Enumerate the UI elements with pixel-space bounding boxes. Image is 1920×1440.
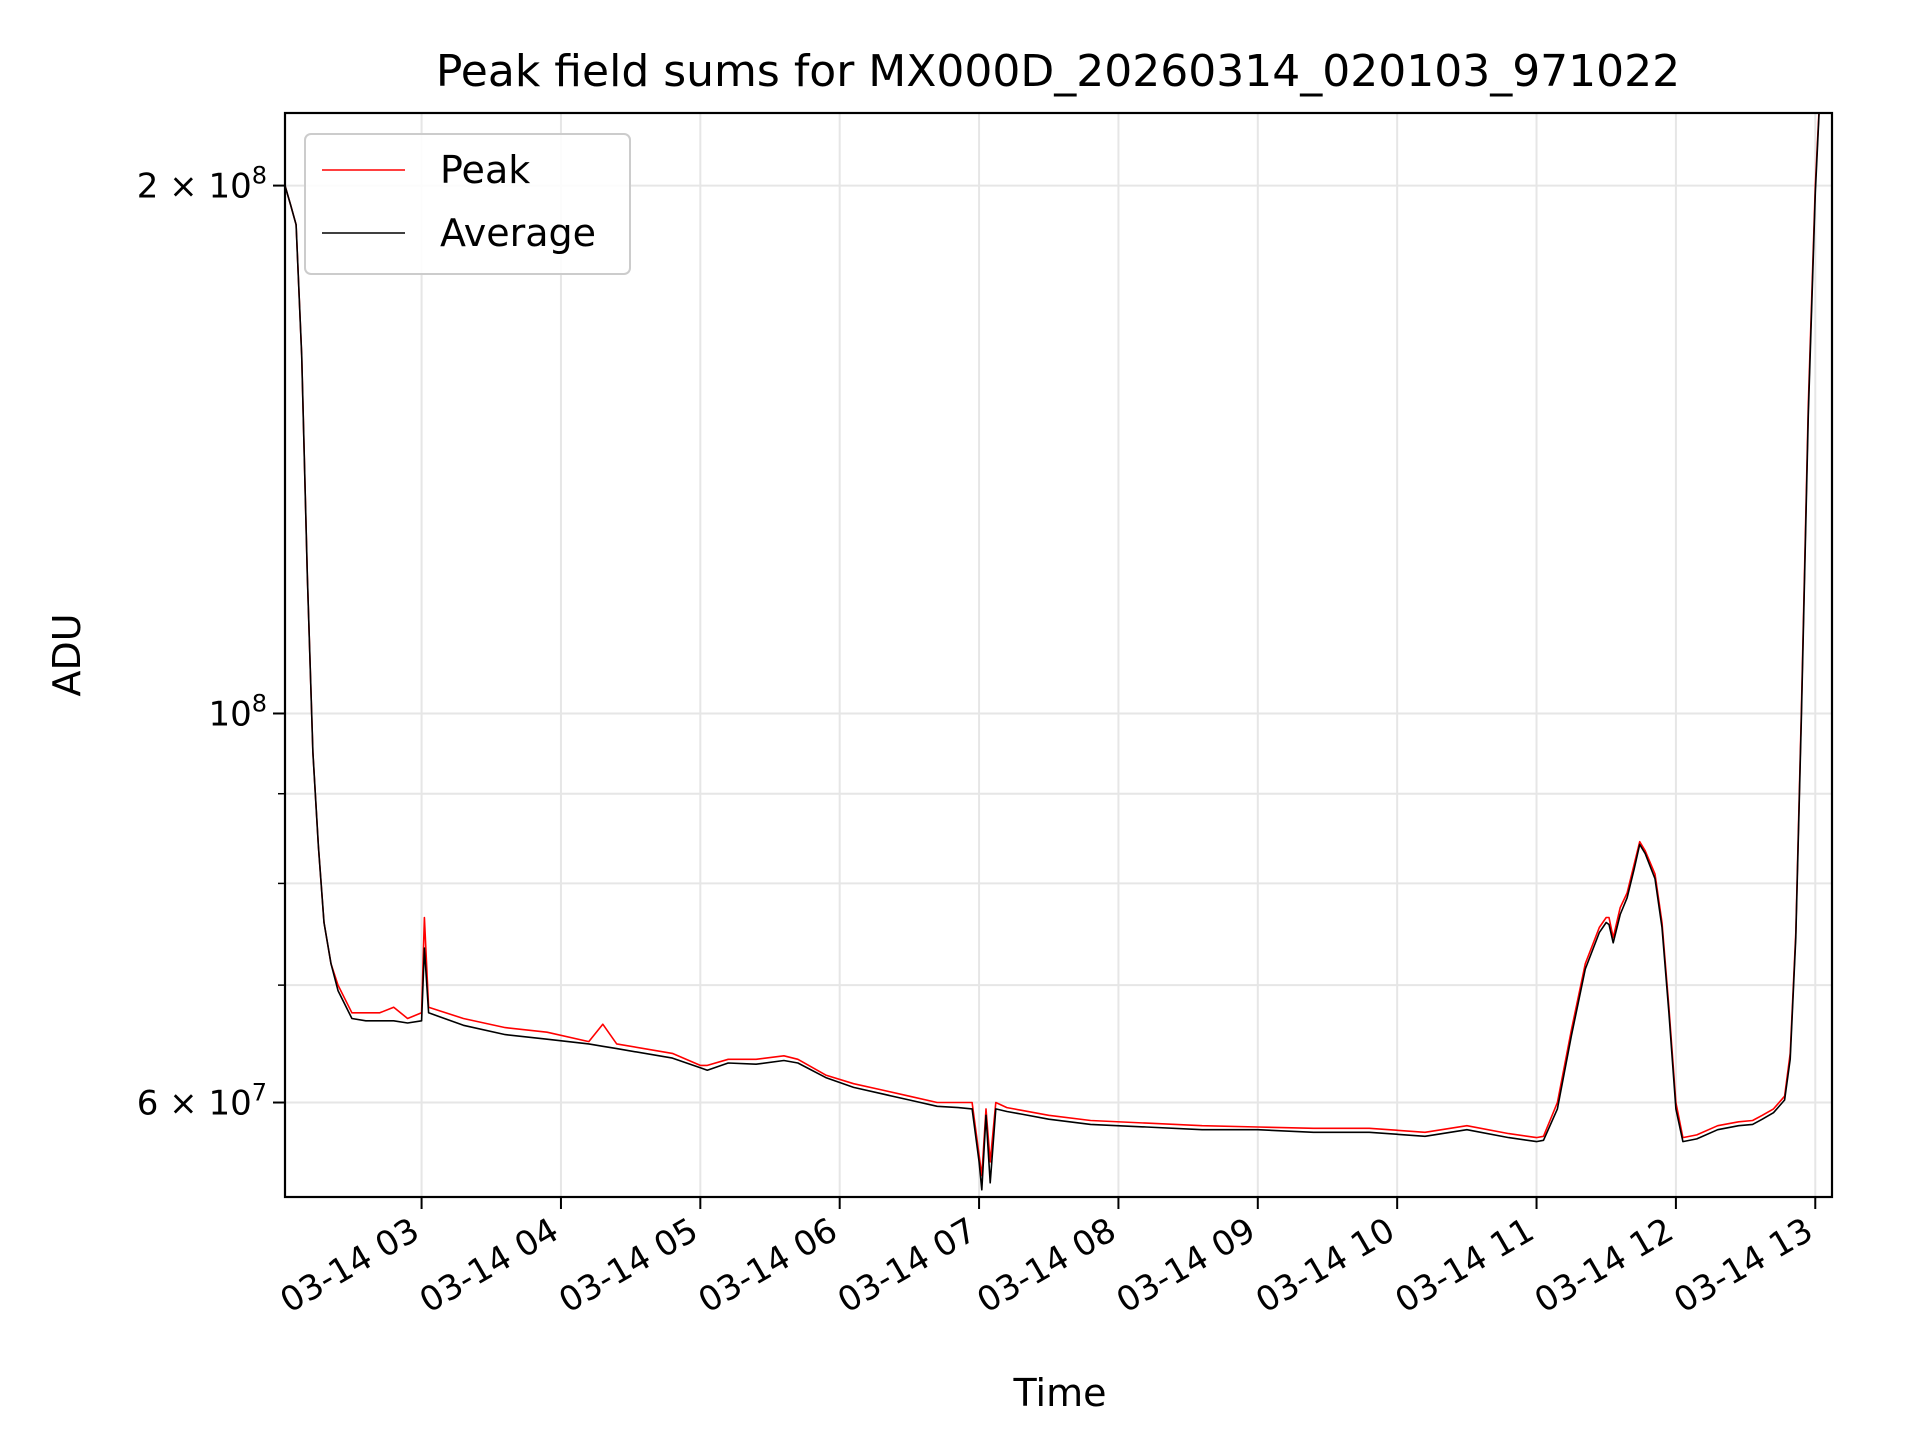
y-axis-label: ADU [45, 613, 89, 696]
chart-title: Peak field sums for MX000D_20260314_0201… [436, 46, 1680, 97]
x-axis-label: Time [1013, 1371, 1107, 1415]
legend: Peak Average [304, 133, 631, 275]
y-tick-label: 108 [208, 689, 267, 734]
series-layer [285, 113, 1820, 1191]
y-tick-label: 2 × 108 [137, 162, 267, 207]
grid [285, 113, 1832, 1197]
y-tick-label: 6 × 107 [137, 1079, 267, 1124]
legend-box [304, 133, 631, 275]
legend-label-peak: Peak [440, 148, 530, 192]
series-line-average [285, 113, 1820, 1191]
plot-area-frame [283, 111, 1834, 1199]
legend-label-average: Average [440, 211, 596, 255]
y-axis: 6 × 107 108 2 × 108 [137, 162, 285, 1124]
